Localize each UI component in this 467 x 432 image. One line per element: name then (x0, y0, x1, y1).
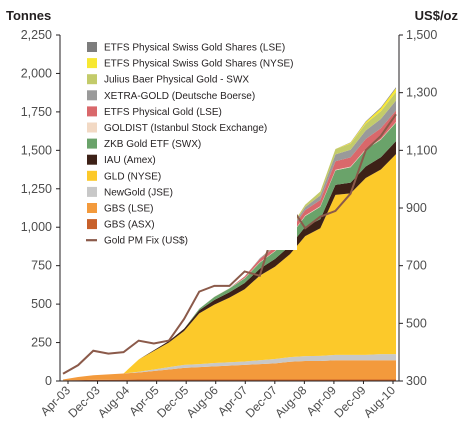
legend-label: XETRA-GOLD (Deutsche Boerse) (104, 91, 255, 102)
legend-swatch (87, 42, 97, 52)
x-tick-label: Aug-10 (361, 383, 398, 420)
area-gbs-lse (63, 360, 396, 381)
legend-swatch (87, 219, 97, 230)
legend-swatch (87, 58, 97, 69)
legend: ETFS Physical Swiss Gold Shares (LSE) ETF… (79, 37, 297, 250)
left-tick-label: 2,000 (21, 66, 52, 80)
line-gold-pm-fix-us (62, 113, 397, 375)
legend-label: Gold PM Fix (US$) (104, 236, 188, 247)
legend-label: ETFS Physical Swiss Gold Shares (LSE) (104, 43, 285, 54)
x-tick-label: Aug-06 (184, 383, 221, 420)
right-axis-title: US$/oz (415, 8, 459, 23)
legend-swatch (87, 170, 97, 181)
legend-swatch (87, 186, 97, 197)
legend-swatch (87, 203, 97, 213)
legend-swatch (87, 74, 97, 85)
x-tick-label: Aug-08 (272, 383, 309, 420)
right-tick-label: 1,300 (406, 86, 437, 100)
right-tick-label: 900 (406, 201, 427, 215)
area-gld-nyse (63, 154, 396, 380)
legend-label: GOLDIST (Istanbul Stock Exchange) (104, 123, 267, 134)
legend-label: GBS (ASX) (104, 220, 155, 231)
legend-label: Julius Baer Physical Gold - SWX (104, 75, 249, 86)
left-axis-title: Tonnes (6, 8, 51, 23)
left-tick-label: 1,250 (21, 182, 52, 196)
left-tick-label: 1,500 (21, 143, 52, 157)
left-tick-label: 250 (31, 336, 52, 350)
area-newgold-jse (63, 354, 396, 380)
right-tick-label: 300 (406, 374, 427, 388)
legend-label: ETFS Physical Swiss Gold Shares (NYSE) (104, 59, 294, 70)
x-tick-label: Dec-07 (243, 383, 280, 420)
x-tick-label: Dec-09 (331, 383, 368, 420)
legend-swatch (87, 154, 97, 165)
left-tick-label: 2,250 (21, 28, 52, 42)
legend-label: ETFS Physical Gold (LSE) (104, 107, 222, 118)
legend-swatch (87, 106, 97, 117)
legend-label: IAU (Amex) (104, 155, 156, 166)
legend-label: NewGold (JSE) (104, 187, 173, 198)
legend-label: ZKB Gold ETF (SWX) (104, 139, 201, 150)
legend-swatch (87, 138, 97, 149)
legend-label: GLD (NYSE) (104, 171, 161, 182)
right-tick-label: 1,100 (406, 143, 437, 157)
left-tick-label: 750 (31, 259, 52, 273)
legend-swatch (87, 122, 97, 133)
left-tick-label: 500 (31, 297, 52, 311)
right-tick-label: 1,500 (406, 28, 437, 42)
left-tick-label: 0 (45, 374, 52, 388)
legend-swatch (87, 90, 97, 101)
right-tick-label: 700 (406, 259, 427, 273)
x-tick-label: Aug-04 (95, 383, 132, 420)
left-tick-label: 1,750 (21, 105, 52, 119)
legend-background (79, 37, 297, 250)
right-tick-label: 500 (406, 316, 427, 330)
x-tick-label: Dec-03 (65, 383, 102, 420)
x-tick-label: Dec-05 (154, 383, 191, 420)
left-tick-label: 1,000 (21, 220, 52, 234)
legend-label: GBS (LSE) (104, 204, 153, 215)
